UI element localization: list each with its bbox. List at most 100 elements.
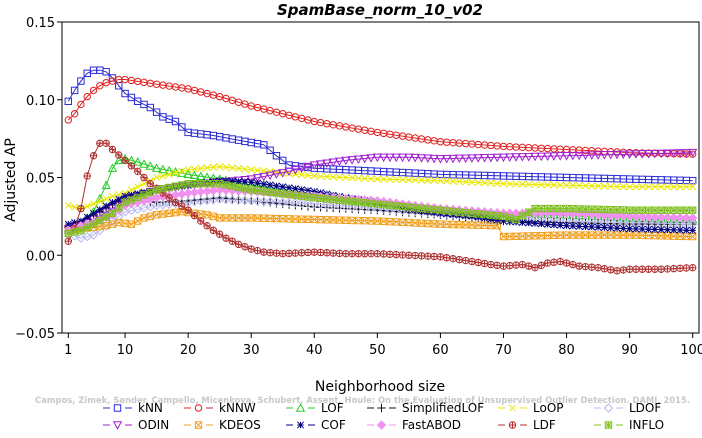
data-point <box>304 187 312 195</box>
data-point <box>89 209 98 217</box>
data-point <box>569 205 577 213</box>
data-point <box>285 249 293 258</box>
data-point <box>651 183 659 191</box>
data-point <box>518 260 527 269</box>
data-point <box>618 150 628 160</box>
data-point <box>361 198 369 207</box>
data-point <box>663 265 672 273</box>
data-point <box>449 255 457 263</box>
data-point <box>222 177 230 185</box>
data-point <box>676 226 684 234</box>
data-point <box>637 150 647 159</box>
data-point <box>619 224 627 233</box>
data-point <box>70 110 79 118</box>
data-point <box>424 252 432 260</box>
data-point <box>64 97 73 106</box>
data-point <box>449 177 457 185</box>
axis-layer: −0.05 0.00 0.05 0.10 0.15 1 10 20 30 40 50 60 70 80 90… <box>15 16 702 358</box>
data-point <box>121 198 129 207</box>
data-point <box>543 259 552 267</box>
legend-marker <box>603 403 614 413</box>
data-point <box>348 174 356 182</box>
data-point <box>102 202 110 210</box>
x-tick-label: 80 <box>558 343 575 358</box>
data-point <box>512 261 520 269</box>
data-point <box>556 221 564 229</box>
data-point <box>215 230 224 238</box>
data-point <box>670 265 678 273</box>
data-point <box>284 167 294 177</box>
data-point <box>397 153 408 163</box>
data-point <box>562 204 571 213</box>
legend-marker <box>194 421 203 429</box>
data-point <box>386 175 394 183</box>
data-point <box>266 146 274 154</box>
data-point <box>297 249 306 257</box>
data-point <box>669 212 679 223</box>
data-point <box>102 195 110 203</box>
data-point <box>133 167 142 175</box>
data-point <box>688 264 697 272</box>
legend-marker <box>376 420 387 430</box>
data-point <box>676 264 684 272</box>
data-point <box>525 180 533 188</box>
x-tick-label: 90 <box>621 343 638 358</box>
data-point <box>398 202 407 211</box>
data-point <box>676 206 684 214</box>
data-point <box>316 248 325 257</box>
data-point <box>657 206 665 214</box>
data-point <box>296 198 307 209</box>
data-point <box>600 224 608 232</box>
data-point <box>233 195 244 205</box>
data-point <box>543 204 552 213</box>
data-point <box>108 209 117 217</box>
data-point <box>599 151 610 160</box>
legend-item-kdeos: KDEOS <box>184 418 261 432</box>
data-point <box>575 205 583 213</box>
data-point <box>626 225 634 233</box>
data-point <box>260 187 268 196</box>
data-point <box>391 153 401 163</box>
data-point <box>544 220 552 228</box>
data-point <box>518 212 527 220</box>
data-point <box>411 176 419 184</box>
data-point <box>354 174 362 182</box>
data-point <box>342 250 350 258</box>
data-point <box>473 154 483 163</box>
data-point <box>96 139 104 147</box>
data-point <box>209 180 218 188</box>
data-point <box>115 151 123 159</box>
data-point <box>165 209 173 217</box>
data-point <box>486 153 496 163</box>
data-point <box>430 205 438 214</box>
data-point <box>347 156 357 165</box>
data-point <box>133 157 143 166</box>
data-point <box>335 249 344 258</box>
data-point <box>83 92 91 101</box>
data-point <box>619 183 627 191</box>
data-point <box>480 259 489 268</box>
data-point <box>247 166 255 174</box>
data-point <box>411 251 419 260</box>
data-point <box>329 249 337 257</box>
data-point <box>442 154 452 164</box>
series-line-knn <box>67 69 693 182</box>
series-kdeos <box>64 208 697 241</box>
data-point <box>121 89 129 98</box>
data-point <box>487 260 495 269</box>
watermark: Campos, Zimek, Sander, Campello, Micenko… <box>35 396 690 406</box>
data-point <box>115 204 123 212</box>
data-point <box>83 172 91 180</box>
data-point <box>323 173 331 181</box>
data-point <box>549 152 559 161</box>
x-tick-label: 100 <box>680 343 702 358</box>
data-point <box>588 223 596 231</box>
data-point <box>499 262 508 270</box>
data-point <box>329 173 337 181</box>
data-point <box>271 170 282 179</box>
data-point <box>676 183 684 191</box>
data-point <box>537 261 546 269</box>
data-point <box>228 177 236 185</box>
data-point <box>644 265 653 273</box>
data-point <box>612 150 622 160</box>
